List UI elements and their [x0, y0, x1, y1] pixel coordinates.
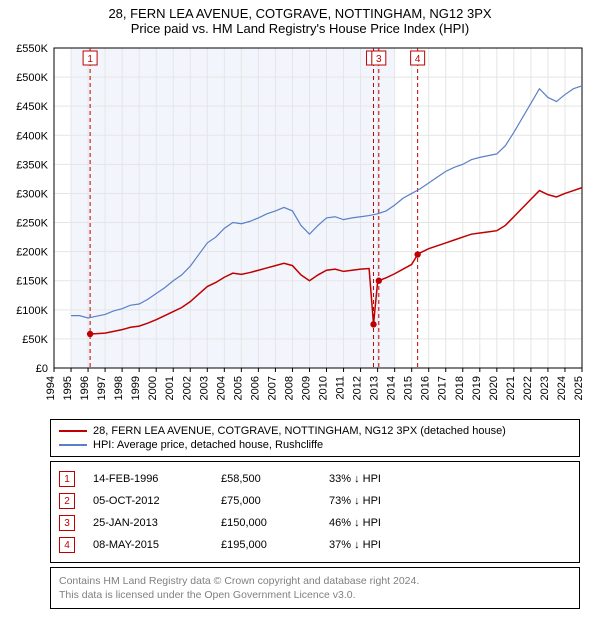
svg-text:1998: 1998 — [113, 376, 125, 400]
legend-box: 28, FERN LEA AVENUE, COTGRAVE, NOTTINGHA… — [50, 419, 580, 457]
svg-text:£550K: £550K — [16, 43, 48, 55]
svg-text:2012: 2012 — [352, 376, 364, 400]
svg-text:2008: 2008 — [283, 376, 295, 400]
svg-text:2002: 2002 — [181, 376, 193, 400]
svg-text:1: 1 — [87, 54, 93, 65]
event-price: £150,000 — [221, 517, 311, 529]
attribution-line: This data is licensed under the Open Gov… — [59, 588, 571, 602]
svg-text:£400K: £400K — [16, 130, 48, 142]
svg-text:2011: 2011 — [335, 376, 347, 400]
svg-text:£0: £0 — [36, 363, 48, 375]
event-pct: 46% ↓ HPI — [329, 517, 429, 529]
event-date: 08-MAY-2015 — [93, 539, 203, 551]
svg-text:2019: 2019 — [471, 376, 483, 400]
legend-label: HPI: Average price, detached house, Rush… — [93, 439, 323, 451]
event-price: £75,000 — [221, 495, 311, 507]
svg-text:£200K: £200K — [16, 247, 48, 259]
svg-text:1999: 1999 — [130, 376, 142, 400]
svg-text:2016: 2016 — [420, 376, 432, 400]
event-date: 25-JAN-2013 — [93, 517, 203, 529]
events-table: 1 14-FEB-1996 £58,500 33% ↓ HPI 2 05-OCT… — [50, 461, 580, 563]
event-marker-number: 4 — [64, 540, 70, 551]
event-date: 05-OCT-2012 — [93, 495, 203, 507]
event-marker-icon: 2 — [59, 493, 75, 509]
event-pct: 37% ↓ HPI — [329, 539, 429, 551]
svg-text:2006: 2006 — [249, 376, 261, 400]
svg-text:£100K: £100K — [16, 305, 48, 317]
event-price: £195,000 — [221, 539, 311, 551]
svg-text:1997: 1997 — [96, 376, 108, 400]
svg-text:2021: 2021 — [505, 376, 517, 400]
svg-text:2003: 2003 — [198, 376, 210, 400]
attribution-line: Contains HM Land Registry data © Crown c… — [59, 574, 571, 588]
svg-text:1994: 1994 — [45, 376, 57, 400]
svg-text:2000: 2000 — [147, 376, 159, 400]
event-date: 14-FEB-1996 — [93, 473, 203, 485]
svg-text:2020: 2020 — [488, 376, 500, 400]
svg-text:£150K: £150K — [16, 276, 48, 288]
event-row: 3 25-JAN-2013 £150,000 46% ↓ HPI — [59, 512, 571, 534]
event-row: 2 05-OCT-2012 £75,000 73% ↓ HPI — [59, 490, 571, 512]
svg-text:2023: 2023 — [539, 376, 551, 400]
svg-text:2024: 2024 — [556, 376, 568, 400]
legend-row: 28, FERN LEA AVENUE, COTGRAVE, NOTTINGHA… — [59, 424, 571, 438]
svg-text:2005: 2005 — [232, 376, 244, 400]
event-marker-icon: 3 — [59, 515, 75, 531]
svg-text:4: 4 — [415, 54, 421, 65]
svg-text:1996: 1996 — [79, 376, 91, 400]
legend-row: HPI: Average price, detached house, Rush… — [59, 438, 571, 452]
svg-text:2010: 2010 — [318, 376, 330, 400]
svg-text:2013: 2013 — [369, 376, 381, 400]
event-pct: 73% ↓ HPI — [329, 495, 429, 507]
svg-text:£300K: £300K — [16, 188, 48, 200]
svg-text:£500K: £500K — [16, 72, 48, 84]
svg-text:£450K: £450K — [16, 101, 48, 113]
svg-text:1995: 1995 — [62, 376, 74, 400]
title-line-2: Price paid vs. HM Land Registry's House … — [0, 21, 600, 36]
event-marker-number: 3 — [64, 518, 70, 529]
event-marker-icon: 1 — [59, 471, 75, 487]
svg-text:£350K: £350K — [16, 159, 48, 171]
event-marker-icon: 4 — [59, 537, 75, 553]
event-row: 1 14-FEB-1996 £58,500 33% ↓ HPI — [59, 468, 571, 490]
chart-svg: £0 £50K £100K £150K £200K £250K £300K £350K £400… — [0, 38, 600, 408]
legend-swatch-hpi — [59, 444, 87, 446]
svg-text:2025: 2025 — [573, 376, 585, 400]
svg-text:2004: 2004 — [215, 376, 227, 400]
legend-label: 28, FERN LEA AVENUE, COTGRAVE, NOTTINGHA… — [93, 425, 506, 437]
svg-text:2015: 2015 — [403, 376, 415, 400]
svg-text:2009: 2009 — [300, 376, 312, 400]
event-marker-number: 1 — [64, 474, 70, 485]
title-line-1: 28, FERN LEA AVENUE, COTGRAVE, NOTTINGHA… — [0, 6, 600, 21]
svg-text:2007: 2007 — [266, 376, 278, 400]
svg-text:2017: 2017 — [437, 376, 449, 400]
chart-titles: 28, FERN LEA AVENUE, COTGRAVE, NOTTINGHA… — [0, 0, 600, 38]
chart-area: £0 £50K £100K £150K £200K £250K £300K £350K £400… — [0, 38, 600, 413]
svg-text:3: 3 — [376, 54, 382, 65]
svg-text:2001: 2001 — [164, 376, 176, 400]
svg-text:2014: 2014 — [386, 376, 398, 400]
event-row: 4 08-MAY-2015 £195,000 37% ↓ HPI — [59, 534, 571, 556]
svg-text:2022: 2022 — [522, 376, 534, 400]
svg-text:£50K: £50K — [22, 334, 48, 346]
svg-text:£250K: £250K — [16, 218, 48, 230]
attribution-box: Contains HM Land Registry data © Crown c… — [50, 567, 580, 609]
event-marker-number: 2 — [64, 496, 70, 507]
event-price: £58,500 — [221, 473, 311, 485]
svg-text:2018: 2018 — [454, 376, 466, 400]
event-pct: 33% ↓ HPI — [329, 473, 429, 485]
legend-swatch-price — [59, 430, 87, 432]
